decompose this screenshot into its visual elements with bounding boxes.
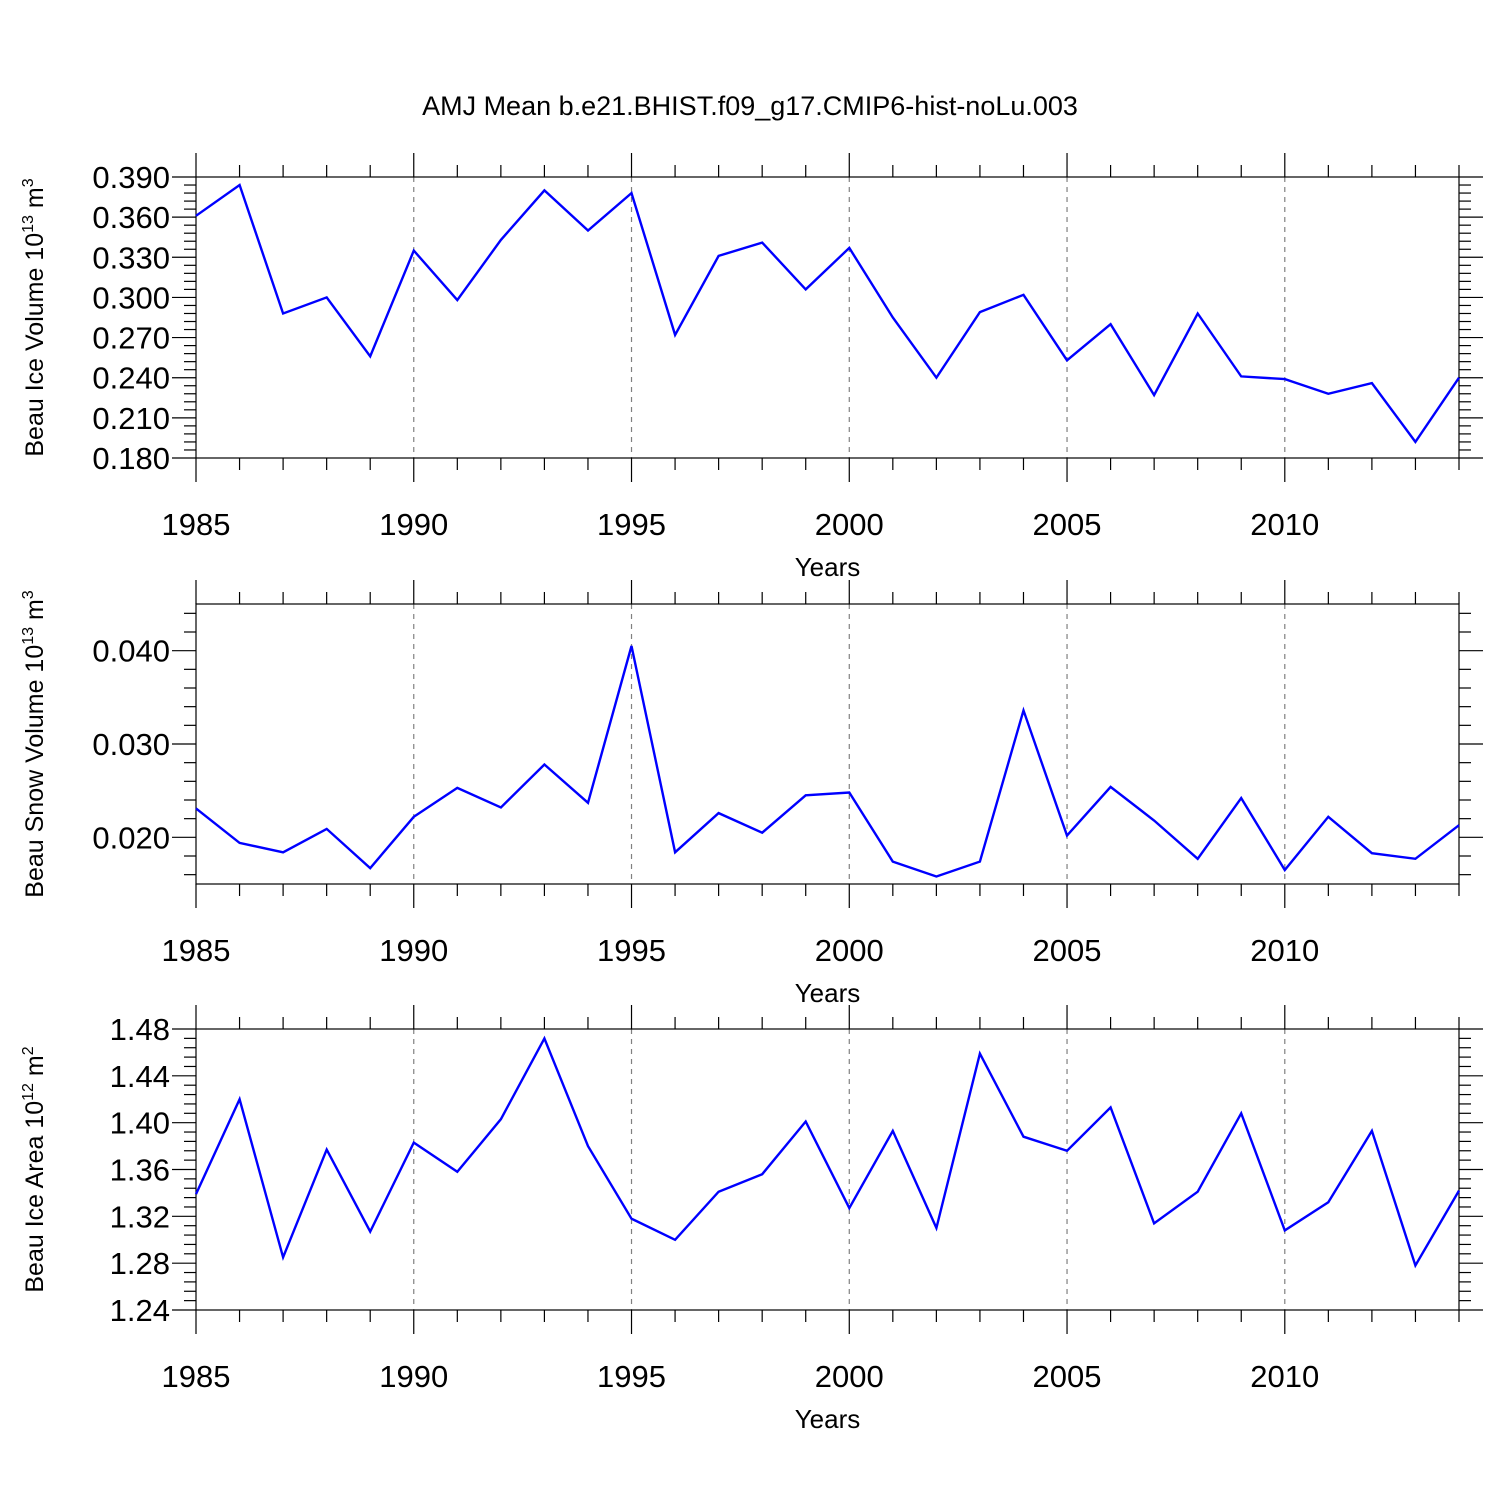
y-tick-label: 0.040 (92, 634, 170, 669)
x-tick-label: 2000 (815, 507, 884, 542)
y-tick-label: 0.330 (92, 240, 170, 275)
panel-2: 0.020 0.030 0.040 1985 1990 1995 2000 2005 2010 Y… (20, 580, 1483, 1008)
x-tick-label: 2005 (1033, 507, 1102, 542)
panel-1: 0.180 0.210 0.240 0.270 0.300 0.330 0.360 0.390… (20, 153, 1483, 582)
x-tick-label: 2000 (815, 1359, 884, 1394)
y-tick-label: 0.360 (92, 200, 170, 235)
y-tick-label: 0.210 (92, 401, 170, 436)
x-tick-label: 1990 (379, 933, 448, 968)
series-line (196, 1038, 1459, 1265)
x-tick-label: 1985 (162, 933, 231, 968)
y-tick-label: 0.020 (92, 820, 170, 855)
x-tick-label: 1985 (162, 507, 231, 542)
y-tick-label: 0.030 (92, 727, 170, 762)
x-axis-label: Years (795, 978, 861, 1008)
plot-frame (196, 1029, 1459, 1310)
x-tick-label: 1995 (597, 1359, 666, 1394)
y-tick-label: 0.300 (92, 280, 170, 315)
y-tick-label: 1.40 (110, 1106, 170, 1141)
x-tick-label: 1990 (379, 1359, 448, 1394)
plot-frame (196, 604, 1459, 884)
y-tick-label: 0.270 (92, 321, 170, 356)
x-tick-label: 2010 (1250, 507, 1319, 542)
y-tick-label: 0.240 (92, 361, 170, 396)
chart-title: AMJ Mean b.e21.BHIST.f09_g17.CMIP6-hist-… (422, 91, 1078, 121)
x-tick-label: 2000 (815, 933, 884, 968)
y-tick-label: 1.44 (110, 1059, 170, 1094)
y-axis-label: Beau Ice Area 1012 m2 (20, 1046, 49, 1292)
x-tick-label: 1990 (379, 507, 448, 542)
y-tick-label: 0.180 (92, 441, 170, 476)
x-tick-label: 2005 (1033, 933, 1102, 968)
x-tick-label: 1995 (597, 507, 666, 542)
x-axis-label: Years (795, 552, 861, 582)
y-axis-label: Beau Snow Volume 1013 m3 (20, 590, 49, 898)
y-axis-label: Beau Ice Volume 1013 m3 (20, 178, 49, 456)
y-tick-label: 1.36 (110, 1153, 170, 1188)
series-line (196, 646, 1459, 877)
y-tick-label: 1.48 (110, 1012, 170, 1047)
series-line (196, 185, 1459, 442)
y-tick-label: 1.24 (110, 1293, 170, 1328)
y-tick-label: 1.28 (110, 1246, 170, 1281)
x-axis-label: Years (795, 1404, 861, 1434)
x-tick-label: 1985 (162, 1359, 231, 1394)
panel-3: 1.24 1.28 1.32 1.36 1.40 1.44 1.48 1985 1990 1995… (20, 1005, 1483, 1434)
x-tick-label: 2010 (1250, 933, 1319, 968)
y-tick-label: 1.32 (110, 1199, 170, 1234)
x-tick-label: 2010 (1250, 1359, 1319, 1394)
x-tick-label: 1995 (597, 933, 666, 968)
x-tick-label: 2005 (1033, 1359, 1102, 1394)
y-tick-label: 0.390 (92, 160, 170, 195)
